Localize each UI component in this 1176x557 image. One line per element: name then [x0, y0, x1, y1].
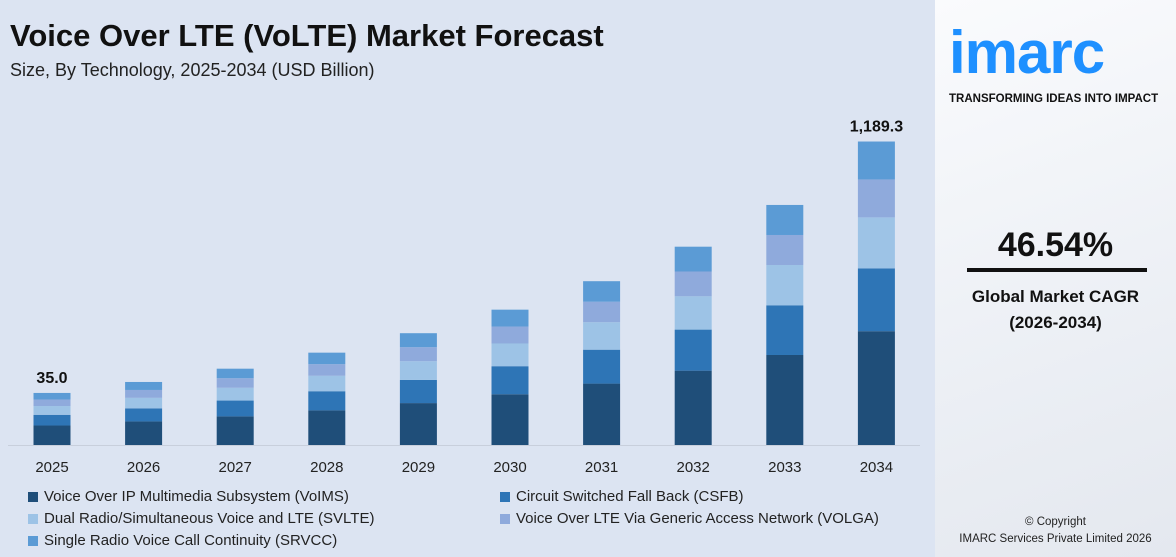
bar-segment-2026-0: [125, 421, 163, 445]
chart-panel: Voice Over LTE (VoLTE) Market Forecast S…: [8, 18, 920, 550]
legend-swatch: [500, 492, 510, 502]
bar-segment-2034-1: [857, 268, 895, 332]
bar-segment-2025-3: [33, 399, 71, 407]
data-label: 35.0: [36, 370, 67, 387]
bar-segment-2025-0: [33, 425, 71, 445]
imarc-logo: imarc: [949, 19, 1105, 86]
legend-label: Voice Over IP Multimedia Subsystem (VoIM…: [44, 488, 349, 505]
bar-segment-2028-1: [308, 391, 346, 411]
bar-segment-2029-2: [399, 361, 437, 380]
x-tick-label: 2033: [768, 459, 801, 476]
bar-segment-2025-1: [33, 414, 71, 426]
copyright: © Copyright IMARC Services Private Limit…: [935, 514, 1176, 548]
bar-segment-2030-0: [491, 394, 529, 445]
x-tick-label: 2031: [585, 459, 618, 476]
legend-item: Circuit Switched Fall Back (CSFB): [500, 488, 744, 506]
page-title: Voice Over LTE (VoLTE) Market Forecast: [10, 18, 604, 53]
bar-segment-2031-1: [583, 349, 621, 384]
bar-segment-2034-0: [857, 331, 895, 445]
bar-segment-2033-4: [766, 204, 804, 235]
bar-segment-2027-0: [216, 416, 254, 445]
bar-segment-2033-0: [766, 354, 804, 445]
page-subtitle: Size, By Technology, 2025-2034 (USD Bill…: [10, 60, 375, 80]
cagr-value: 46.54%: [997, 226, 1114, 264]
x-tick-label: 2029: [402, 459, 435, 476]
bar-segment-2033-3: [766, 234, 804, 265]
legend-label: Voice Over LTE Via Generic Access Networ…: [516, 510, 879, 527]
bar-segment-2029-4: [399, 333, 437, 348]
bar-segment-2027-2: [216, 387, 254, 401]
cagr-divider: [967, 268, 1147, 272]
bar-segment-2028-0: [308, 410, 346, 445]
bar-segment-2031-4: [583, 281, 621, 302]
legend-item: Single Radio Voice Call Continuity (SRVC…: [28, 532, 337, 550]
bar-segment-2034-3: [857, 179, 895, 218]
x-tick-label: 2034: [860, 459, 893, 476]
bar-segment-2033-2: [766, 264, 804, 306]
bar-segment-2026-3: [125, 389, 163, 398]
bar-segment-2029-1: [399, 379, 437, 404]
bar-segment-2028-4: [308, 352, 346, 365]
data-label: 1,189.3: [850, 119, 903, 136]
bar-segment-2030-2: [491, 343, 529, 367]
cagr-label-text: Global Market CAGR: [971, 287, 1140, 306]
bar-segment-2032-2: [674, 296, 712, 330]
stacked-bar-chart: 2025 35.0 2026 2027 2028 2029 2030 2031 2032 2033…: [8, 119, 920, 476]
legend-item: Voice Over IP Multimedia Subsystem (VoIM…: [28, 488, 349, 506]
bar-segment-2034-4: [857, 141, 895, 180]
x-tick-label: 2028: [310, 459, 343, 476]
legend-swatch: [28, 492, 38, 502]
cagr-label: Global Market CAGR (2026-2034): [935, 284, 1176, 336]
bar-segment-2030-3: [491, 326, 529, 344]
bar-segment-2027-4: [216, 368, 254, 379]
legend-item: Dual Radio/Simultaneous Voice and LTE (S…: [28, 510, 374, 528]
bar-segment-2032-3: [674, 271, 712, 297]
x-tick-label: 2025: [35, 459, 68, 476]
bar-segment-2032-1: [674, 329, 712, 371]
bar-segment-2029-0: [399, 403, 437, 445]
info-sidebar: imarc TRANSFORMING IDEAS INTO IMPACT 46.…: [935, 0, 1176, 557]
legend-label: Circuit Switched Fall Back (CSFB): [516, 488, 744, 505]
legend-swatch: [28, 514, 38, 524]
company-name: IMARC Services Private Limited 2026: [959, 533, 1152, 545]
bar-segment-2025-4: [33, 392, 71, 400]
cagr-period: (2026-2034): [1009, 313, 1102, 332]
x-tick-label: 2026: [127, 459, 160, 476]
x-tick-label: 2030: [493, 459, 526, 476]
bar-segment-2028-2: [308, 375, 346, 392]
legend-item: Voice Over LTE Via Generic Access Networ…: [500, 510, 879, 528]
x-tick-label: 2032: [677, 459, 710, 476]
bar-segment-2030-1: [491, 366, 529, 395]
bar-segment-2028-3: [308, 364, 346, 376]
bar-segment-2029-3: [399, 347, 437, 362]
bar-segment-2031-3: [583, 301, 621, 323]
legend-label: Single Radio Voice Call Continuity (SRVC…: [44, 532, 338, 549]
bar-segment-2033-1: [766, 305, 804, 355]
bar-segment-2032-4: [674, 246, 712, 272]
bar-segment-2031-0: [583, 383, 621, 445]
bar-segment-2027-1: [216, 400, 254, 417]
bar-segment-2026-4: [125, 381, 163, 390]
bar-segment-2027-3: [216, 378, 254, 388]
tagline: TRANSFORMING IDEAS INTO IMPACT: [949, 93, 1159, 105]
bar-segment-2032-0: [674, 370, 712, 445]
bar-segment-2026-2: [125, 397, 163, 409]
bar-segment-2026-1: [125, 408, 163, 422]
copyright-text: © Copyright: [1025, 516, 1086, 528]
bar-segment-2030-4: [491, 309, 529, 327]
bar-segment-2025-2: [33, 406, 71, 415]
legend-swatch: [28, 536, 38, 546]
x-tick-label: 2027: [219, 459, 252, 476]
legend-label: Dual Radio/Simultaneous Voice and LTE (S…: [44, 510, 375, 527]
bar-segment-2031-2: [583, 322, 621, 350]
legend-swatch: [500, 514, 510, 524]
bar-segment-2034-2: [857, 217, 895, 269]
